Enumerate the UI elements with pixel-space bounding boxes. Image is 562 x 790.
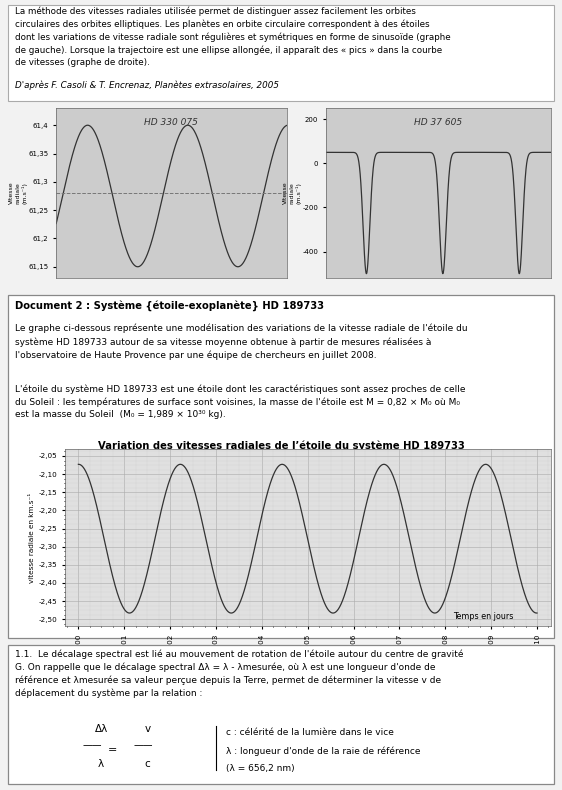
Text: Temps en jours: Temps en jours <box>454 612 514 621</box>
Y-axis label: Vitesse
radiale
(m.s⁻¹): Vitesse radiale (m.s⁻¹) <box>283 182 301 205</box>
Y-axis label: vitesse radiale en km.s⁻¹: vitesse radiale en km.s⁻¹ <box>29 492 35 583</box>
Text: D'après F. Casoli & T. Encrenaz, Planètes extrasolaires, 2005: D'après F. Casoli & T. Encrenaz, Planète… <box>15 80 279 89</box>
Text: (λ = 656,2 nm): (λ = 656,2 nm) <box>226 765 295 773</box>
Text: Temps: Temps <box>158 299 185 307</box>
Text: =: = <box>107 746 117 755</box>
Y-axis label: Vitesse
radiale
(m.s⁻¹): Vitesse radiale (m.s⁻¹) <box>9 182 27 205</box>
Text: 1.1.  Le décalage spectral est lié au mouvement de rotation de l'étoile autour d: 1.1. Le décalage spectral est lié au mou… <box>15 649 464 698</box>
FancyBboxPatch shape <box>8 645 554 784</box>
Text: λ: λ <box>98 758 104 769</box>
Text: Le graphe ci-dessous représente une modélisation des variations de la vitesse ra: Le graphe ci-dessous représente une modé… <box>15 324 468 360</box>
Text: HD 330 075: HD 330 075 <box>144 118 198 127</box>
Text: v: v <box>144 724 151 734</box>
Text: λ : longueur d'onde de la raie de référence: λ : longueur d'onde de la raie de référe… <box>226 747 421 756</box>
FancyBboxPatch shape <box>8 5 554 101</box>
Text: c : célérité de la lumière dans le vice: c : célérité de la lumière dans le vice <box>226 728 395 737</box>
Text: Document 2 : Système {étoile-exoplanète} HD 189733: Document 2 : Système {étoile-exoplanète}… <box>15 300 324 310</box>
Text: HD 37 605: HD 37 605 <box>414 118 463 127</box>
Text: c: c <box>144 758 150 769</box>
Text: Δλ: Δλ <box>94 724 108 734</box>
Text: ——: —— <box>134 740 153 750</box>
Text: La méthode des vitesses radiales utilisée permet de distinguer assez facilement : La méthode des vitesses radiales utilisé… <box>15 6 451 67</box>
FancyBboxPatch shape <box>8 295 554 638</box>
Text: Temps: Temps <box>425 299 452 307</box>
Text: L'étoile du système HD 189733 est une étoile dont les caractéristiques sont asse: L'étoile du système HD 189733 est une ét… <box>15 384 465 419</box>
Text: ——: —— <box>82 740 102 750</box>
Text: Variation des vitesses radiales de l’étoile du système HD 189733: Variation des vitesses radiales de l’éto… <box>98 441 464 451</box>
